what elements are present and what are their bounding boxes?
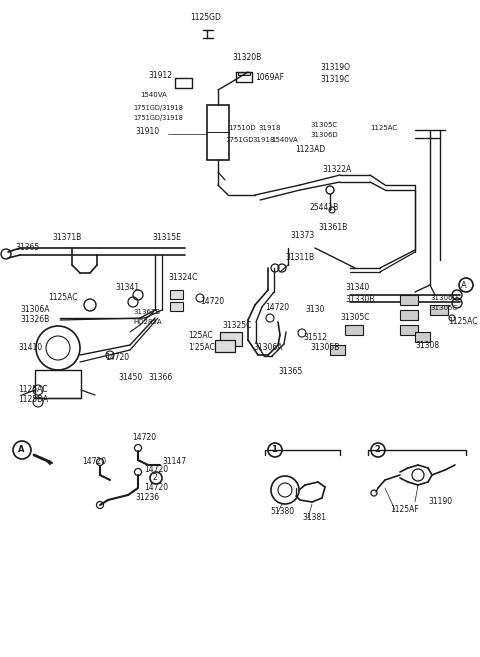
Text: 31305C: 31305C bbox=[310, 122, 337, 128]
Text: 31381: 31381 bbox=[302, 514, 326, 522]
Text: 31340: 31340 bbox=[345, 284, 369, 292]
Text: 31306A: 31306A bbox=[253, 344, 283, 353]
Bar bbox=[400, 295, 418, 305]
Bar bbox=[330, 345, 345, 355]
Bar bbox=[207, 105, 229, 160]
Text: 1'25AC: 1'25AC bbox=[188, 344, 215, 353]
Text: 2: 2 bbox=[374, 445, 380, 455]
Text: 14720: 14720 bbox=[200, 298, 224, 307]
Bar bbox=[220, 332, 242, 346]
Text: 1540VA: 1540VA bbox=[140, 92, 167, 98]
Text: 31311B: 31311B bbox=[285, 254, 314, 263]
Text: 31305C: 31305C bbox=[430, 305, 457, 311]
Text: 1123AD: 1123AD bbox=[295, 145, 325, 154]
Text: 31320B: 31320B bbox=[232, 53, 261, 62]
Text: 31236: 31236 bbox=[135, 493, 159, 503]
Text: 17510D: 17510D bbox=[228, 125, 256, 131]
Text: 31365: 31365 bbox=[15, 244, 39, 252]
Text: 31362B: 31362B bbox=[133, 309, 160, 315]
Bar bbox=[35, 370, 81, 398]
Text: 14720: 14720 bbox=[144, 466, 168, 474]
Text: 1125DA: 1125DA bbox=[18, 396, 48, 405]
Text: 31366: 31366 bbox=[148, 373, 172, 382]
Text: 14720: 14720 bbox=[82, 457, 106, 466]
Text: 31305C: 31305C bbox=[340, 313, 370, 323]
Text: 31371B: 31371B bbox=[52, 233, 81, 242]
Text: 31322A: 31322A bbox=[322, 166, 351, 175]
Text: 1125AF: 1125AF bbox=[390, 505, 419, 514]
Text: 31308: 31308 bbox=[415, 340, 439, 350]
Text: 1751GD: 1751GD bbox=[225, 137, 253, 143]
Text: 31319C: 31319C bbox=[320, 76, 349, 85]
Text: 51380: 51380 bbox=[270, 507, 294, 516]
Text: 31319O: 31319O bbox=[320, 64, 350, 72]
Bar bbox=[215, 340, 235, 352]
Text: 1: 1 bbox=[271, 445, 277, 455]
Text: 125AC: 125AC bbox=[188, 330, 213, 340]
Text: 31365: 31365 bbox=[278, 367, 302, 376]
Text: 14720: 14720 bbox=[265, 304, 289, 313]
Text: 31410: 31410 bbox=[18, 344, 42, 353]
Text: 31306D: 31306D bbox=[310, 132, 338, 138]
Text: 31325C: 31325C bbox=[222, 321, 252, 330]
Text: 1751GD/31918: 1751GD/31918 bbox=[133, 105, 183, 111]
Text: 31341: 31341 bbox=[115, 284, 139, 292]
Text: 31306A: 31306A bbox=[20, 306, 49, 315]
Text: A: A bbox=[18, 445, 24, 455]
Text: 14720: 14720 bbox=[144, 484, 168, 493]
Text: 14720: 14720 bbox=[132, 434, 156, 443]
Text: 31190: 31190 bbox=[428, 497, 452, 507]
Text: 31910: 31910 bbox=[135, 127, 159, 137]
Text: 31330B: 31330B bbox=[345, 296, 374, 304]
Text: 14720: 14720 bbox=[105, 353, 129, 363]
Bar bbox=[170, 302, 183, 311]
Bar bbox=[415, 332, 430, 342]
Text: 1125AC: 1125AC bbox=[448, 317, 478, 327]
Text: 31315E: 31315E bbox=[152, 233, 181, 242]
Text: A: A bbox=[461, 281, 467, 290]
Text: 25441B: 25441B bbox=[310, 204, 339, 212]
Text: 3130: 3130 bbox=[305, 306, 324, 315]
Text: 1069AF: 1069AF bbox=[255, 74, 284, 83]
Text: HO285A: HO285A bbox=[133, 319, 162, 325]
Text: 31450: 31450 bbox=[118, 373, 142, 382]
Text: 31305B: 31305B bbox=[310, 344, 339, 353]
Text: 31912: 31912 bbox=[148, 70, 172, 79]
Bar bbox=[430, 305, 448, 315]
Text: 1125AC: 1125AC bbox=[18, 386, 48, 394]
Text: 2: 2 bbox=[153, 474, 157, 482]
Text: 31147: 31147 bbox=[162, 457, 186, 466]
Text: 1751GD/31918: 1751GD/31918 bbox=[133, 115, 183, 121]
Text: 31361B: 31361B bbox=[318, 223, 347, 233]
Text: 31306D: 31306D bbox=[430, 295, 458, 301]
Text: 31918: 31918 bbox=[252, 137, 275, 143]
Text: 31512: 31512 bbox=[303, 334, 327, 342]
Bar bbox=[400, 310, 418, 320]
Text: 31373: 31373 bbox=[290, 231, 314, 240]
Polygon shape bbox=[238, 72, 250, 75]
Text: 31918: 31918 bbox=[258, 125, 280, 131]
Bar bbox=[170, 290, 183, 299]
Text: 1125AC: 1125AC bbox=[370, 125, 397, 131]
Text: 1125AC: 1125AC bbox=[48, 294, 77, 302]
Text: 1540VA: 1540VA bbox=[271, 137, 298, 143]
Text: 31326B: 31326B bbox=[20, 315, 49, 325]
Bar bbox=[345, 325, 363, 335]
Text: 31324C: 31324C bbox=[168, 273, 197, 283]
Bar bbox=[400, 325, 418, 335]
Text: 1125GD: 1125GD bbox=[190, 14, 221, 22]
